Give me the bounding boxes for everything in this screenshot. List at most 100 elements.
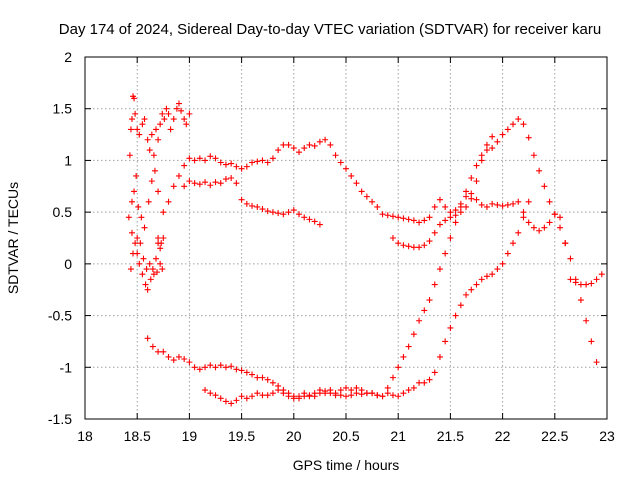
x-tick-label: 21: [390, 428, 406, 444]
data-point: [416, 219, 423, 226]
data-point: [431, 281, 438, 288]
data-point: [290, 395, 297, 402]
data-point: [160, 348, 167, 355]
data-point: [416, 244, 423, 251]
data-point: [233, 366, 240, 373]
data-point: [489, 133, 496, 140]
data-point: [217, 395, 224, 402]
data-point: [530, 152, 537, 159]
data-point: [157, 245, 164, 252]
data-point: [160, 209, 167, 216]
data-point: [196, 155, 203, 162]
data-point: [280, 141, 287, 148]
data-point: [557, 214, 564, 221]
data-point: [217, 159, 224, 166]
data-point: [426, 376, 433, 383]
data-point: [155, 136, 162, 143]
data-point: [410, 384, 417, 391]
data-point: [212, 364, 219, 371]
data-point: [311, 393, 318, 400]
data-point: [348, 392, 355, 399]
data-point: [178, 107, 185, 114]
data-point: [400, 215, 407, 222]
data-point: [520, 214, 527, 221]
data-point: [322, 388, 329, 395]
data-point: [183, 121, 190, 128]
data-point: [285, 393, 292, 400]
data-point: [275, 147, 282, 154]
data-point: [196, 366, 203, 373]
data-point: [144, 286, 151, 293]
data-point: [238, 165, 245, 172]
data-point: [212, 392, 219, 399]
data-point: [525, 219, 532, 226]
data-point: [269, 209, 276, 216]
data-point: [426, 297, 433, 304]
data-point: [436, 353, 443, 360]
data-point: [233, 180, 240, 187]
data-point: [468, 286, 475, 293]
data-point: [254, 158, 261, 165]
data-point: [170, 183, 177, 190]
data-point: [290, 207, 297, 214]
data-point: [436, 266, 443, 273]
data-point: [296, 393, 303, 400]
data-point: [499, 131, 506, 138]
data-point: [148, 131, 155, 138]
data-point: [504, 201, 511, 208]
data-point: [212, 155, 219, 162]
data-point: [473, 196, 480, 203]
data-point: [389, 392, 396, 399]
data-point: [572, 276, 579, 283]
data-point: [254, 390, 261, 397]
data-point: [379, 211, 386, 218]
data-point: [316, 390, 323, 397]
data-point: [452, 219, 459, 226]
data-point: [285, 141, 292, 148]
data-point: [598, 271, 605, 278]
data-point: [154, 269, 161, 276]
data-point: [473, 178, 480, 185]
data-point: [363, 390, 370, 397]
data-point: [150, 271, 157, 278]
data-point: [133, 172, 140, 179]
data-point: [395, 364, 402, 371]
data-point: [296, 211, 303, 218]
y-axis-label: SDTVAR / TECUs: [5, 182, 21, 294]
data-point: [144, 335, 151, 342]
data-point: [238, 196, 245, 203]
y-axis: -1.5 -1 -0.5 0 0.5 1 1.5 2: [48, 49, 607, 427]
data-point: [249, 202, 256, 209]
x-tick-label: 20.5: [332, 428, 359, 444]
x-tick-label: 20: [286, 428, 302, 444]
data-point: [139, 271, 146, 278]
data-point: [311, 142, 318, 149]
data-point: [238, 367, 245, 374]
data-point: [175, 172, 182, 179]
data-point: [149, 266, 156, 273]
data-point: [132, 110, 139, 117]
data-point: [165, 198, 172, 205]
data-point: [374, 392, 381, 399]
series-arc-d: [144, 133, 496, 402]
data-point: [400, 242, 407, 249]
data-point: [577, 281, 584, 288]
data-point: [269, 155, 276, 162]
data-point: [285, 209, 292, 216]
data-point: [363, 193, 370, 200]
data-point: [143, 266, 150, 273]
data-point: [259, 392, 266, 399]
data-point: [327, 141, 334, 148]
data-point: [127, 126, 134, 133]
series-arc-e: [202, 198, 532, 407]
data-point: [353, 180, 360, 187]
data-point: [353, 384, 360, 391]
data-point: [389, 374, 396, 381]
data-point: [228, 160, 235, 167]
data-point: [301, 145, 308, 152]
data-point: [400, 353, 407, 360]
data-point: [343, 393, 349, 400]
data-point: [238, 393, 245, 400]
data-point: [150, 152, 157, 159]
data-point: [155, 188, 162, 195]
